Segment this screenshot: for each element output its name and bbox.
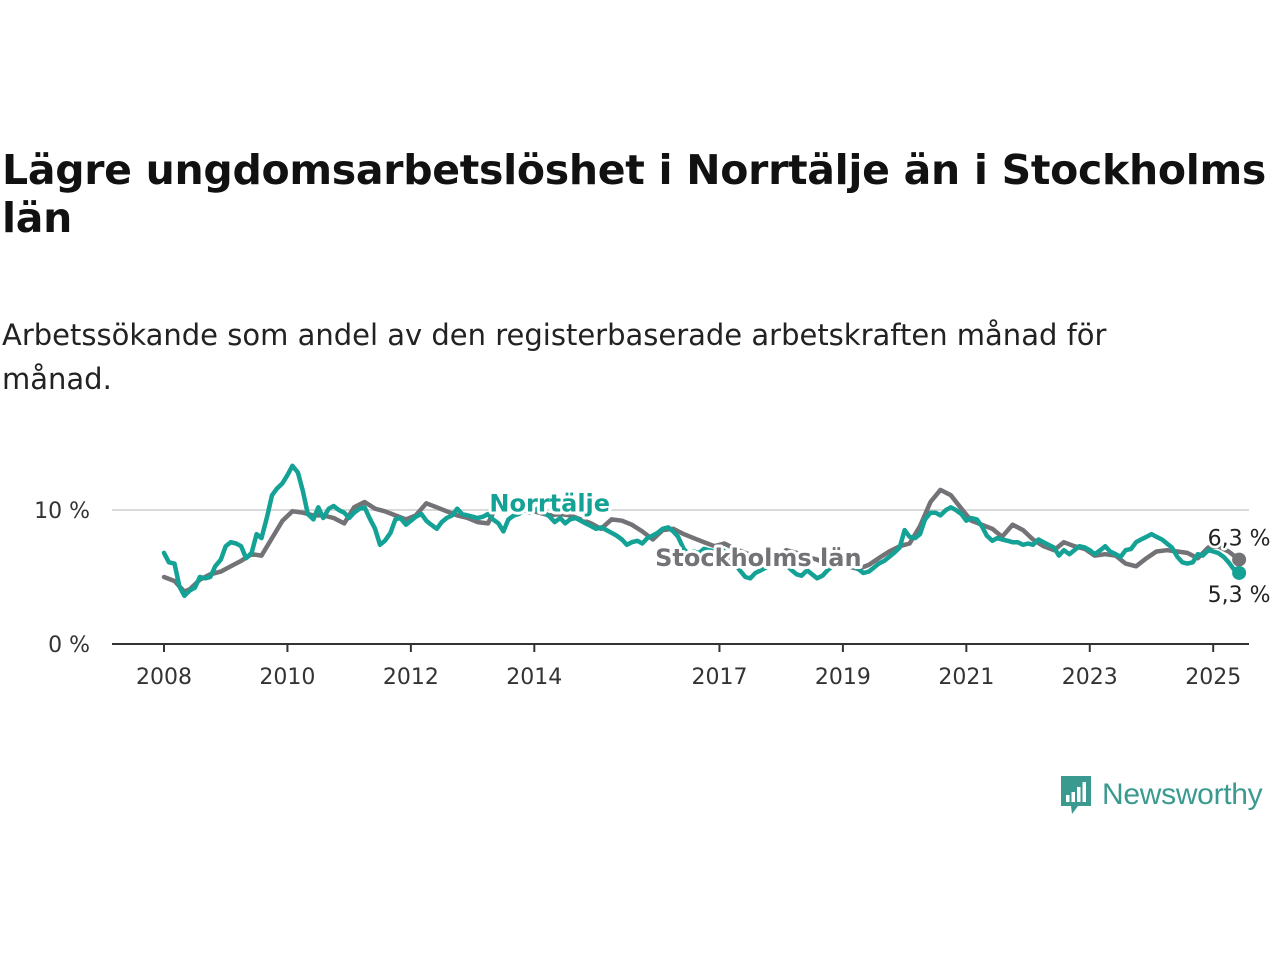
y-tick-label: 10 % [34,499,90,524]
series-lines [161,463,1247,599]
brand-name: Newsworthy [1102,778,1263,811]
series-end-marker [1232,565,1247,580]
series-label: Norrtälje [489,489,610,517]
end-value-label: 5,3 % [1208,583,1271,608]
labels: Norrtälje Stockholms län 6,3 % 5,3 % [486,486,1273,610]
chart-subtitle: Arbetssökande som andel av den registerb… [2,318,1107,396]
bar-chart-bubble-icon [1061,776,1091,814]
line-chart: 0 % 10 % 2008 2010 2012 2014 2017 2019 2021 2023 2… [34,463,1273,690]
x-tick-label: 2025 [1185,665,1241,690]
x-tick-label: 2019 [815,665,871,690]
series-line-norrtälje [161,463,1242,599]
end-value-label: 6,3 % [1208,527,1271,552]
x-tick-label: 2017 [691,665,747,690]
series-label: Stockholms län [655,544,861,572]
x-tick-label: 2023 [1062,665,1118,690]
series-end-marker [1232,552,1247,567]
y-tick-label: 0 % [48,633,90,658]
axes: 0 % 10 % 2008 2010 2012 2014 2017 2019 2021 2023 2… [34,499,1249,690]
x-tick-label: 2014 [506,665,562,690]
x-tick-label: 2008 [136,665,192,690]
x-tick-label: 2010 [259,665,315,690]
series-line-stockholms-län [161,487,1242,594]
x-tick-label: 2012 [383,665,439,690]
chart-title: Lägre ungdomsarbetslöshet i Norrtälje än… [2,146,1267,242]
newsworthy-logo: Newsworthy [1058,772,1263,818]
x-tick-label: 2021 [938,665,994,690]
